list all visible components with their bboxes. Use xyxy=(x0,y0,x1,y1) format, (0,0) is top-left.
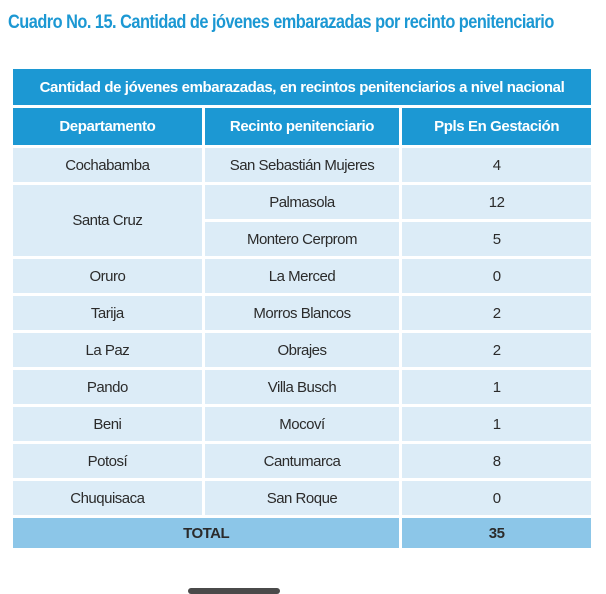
cell-recinto: Cantumarca xyxy=(201,441,403,481)
cell-recinto: San Roque xyxy=(201,478,403,518)
cell-departamento: La Paz xyxy=(10,330,205,370)
table-row: Santa Cruz Palmasola 12 xyxy=(10,182,594,259)
column-header-recinto: Recinto penitenciario xyxy=(201,105,403,148)
cell-departamento: Beni xyxy=(10,404,205,444)
table-row: Oruro La Merced 0 xyxy=(10,256,594,296)
table-row: Potosí Cantumarca 8 xyxy=(10,441,594,481)
pregnancy-table-container: Cantidad de jóvenes embarazadas, en reci… xyxy=(9,66,594,551)
pregnancy-table: Cantidad de jóvenes embarazadas, en reci… xyxy=(9,66,594,551)
cell-recinto: Mocoví xyxy=(201,404,403,444)
table-row: Tarija Morros Blancos 2 xyxy=(10,293,594,333)
table-row: Pando Villa Busch 1 xyxy=(10,367,594,407)
cell-departamento: Pando xyxy=(10,367,205,407)
table-title: Cantidad de jóvenes embarazadas, en reci… xyxy=(10,66,594,108)
table-caption: Cuadro No. 15. Cantidad de jóvenes embar… xyxy=(8,12,554,33)
cell-recinto: Villa Busch xyxy=(201,367,403,407)
table-row: Beni Mocoví 1 xyxy=(10,404,594,444)
cell-recinto: Obrajes xyxy=(201,330,403,370)
cell-ppls: 5 xyxy=(399,219,594,259)
cell-recinto: Morros Blancos xyxy=(201,293,403,333)
cell-departamento: Santa Cruz xyxy=(10,182,205,259)
cell-ppls: 0 xyxy=(399,256,594,296)
cell-departamento: Potosí xyxy=(10,441,205,481)
cell-departamento: Cochabamba xyxy=(10,145,205,185)
table-row: Cochabamba San Sebastián Mujeres 4 xyxy=(10,145,594,185)
cell-ppls: 2 xyxy=(399,330,594,370)
cell-recinto: La Merced xyxy=(201,256,403,296)
cell-ppls: 4 xyxy=(399,145,594,185)
cell-recinto: San Sebastián Mujeres xyxy=(201,145,403,185)
total-value: 35 xyxy=(399,515,594,551)
cell-ppls: 2 xyxy=(399,293,594,333)
horizontal-scrollbar-thumb[interactable] xyxy=(188,588,280,594)
cell-departamento: Chuquisaca xyxy=(10,478,205,518)
cell-recinto: Montero Cerprom xyxy=(201,219,403,259)
cell-departamento: Tarija xyxy=(10,293,205,333)
column-header-departamento: Departamento xyxy=(10,105,205,148)
table-row: La Paz Obrajes 2 xyxy=(10,330,594,370)
cell-ppls: 0 xyxy=(399,478,594,518)
table-row: Chuquisaca San Roque 0 xyxy=(10,478,594,518)
cell-ppls: 1 xyxy=(399,404,594,444)
cell-departamento: Oruro xyxy=(10,256,205,296)
total-label: TOTAL xyxy=(9,515,403,551)
cell-ppls: 1 xyxy=(399,367,594,407)
cell-ppls: 12 xyxy=(399,182,594,222)
total-row: TOTAL 35 xyxy=(9,515,594,551)
cell-ppls: 8 xyxy=(399,441,594,481)
column-header-ppls: Ppls En Gestación xyxy=(399,105,594,148)
table-row: Montero Cerprom 5 xyxy=(12,219,594,259)
cell-recinto: Palmasola xyxy=(201,182,403,222)
